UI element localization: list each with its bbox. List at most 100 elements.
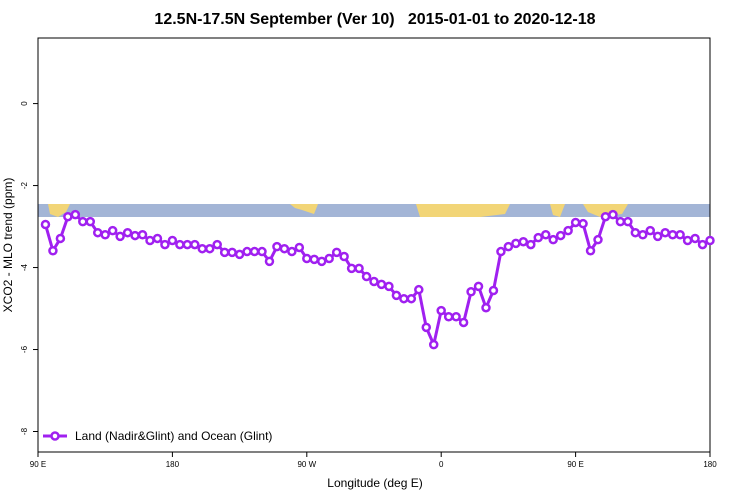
data-point [593,234,603,245]
x-tick-label: 90 E [30,460,46,469]
ocean-band [38,204,710,217]
land [550,204,565,217]
data-point [623,216,633,227]
data-point [406,293,417,304]
data-point [585,245,596,256]
y-tick-label: -6 [20,345,29,353]
data-point [570,217,581,228]
data-point [130,230,140,241]
chart-title: 12.5N-17.5N September (Ver 10) 2015-01-0… [154,11,595,28]
legend-marker [50,431,60,441]
data-point [294,242,305,253]
data-point [652,231,663,242]
data-point [667,230,678,240]
data-point [682,235,693,246]
x-tick-label: 90 W [297,460,316,469]
data-point [630,227,641,238]
data-point [645,225,656,236]
data-point [473,281,484,292]
data-point [443,311,454,322]
x-tick-label: 0 [439,460,444,469]
data-point [100,230,110,240]
data-point [40,219,51,230]
data-point [518,236,529,247]
data-point [533,232,544,243]
data-point [414,284,424,295]
data-point [85,216,96,227]
data-point [197,243,208,254]
data-point [122,227,133,238]
data-point [705,235,715,246]
y-tick-label: 0 [20,101,29,106]
data-point [578,218,588,229]
data-point [346,263,357,274]
data-point [227,247,237,258]
data-point [399,293,409,304]
data-point [458,317,469,328]
data-point [428,339,439,350]
data-point [204,243,215,254]
data-point [182,239,193,250]
y-axis-label: XCO2 - MLO trend (ppm) [1,178,15,313]
x-tick-label: 90 E [567,460,583,469]
data-point [503,241,514,252]
data-point [242,246,252,257]
data-point [466,286,476,297]
x-axis-label: Longitude (deg E) [327,476,422,490]
data-point [287,246,297,257]
data-point [234,249,245,260]
y-tick-label: -2 [20,181,29,189]
data-point [436,305,446,316]
data-point [272,241,282,252]
data-point [70,209,81,220]
data-point [324,253,334,264]
data-point [369,276,379,287]
land [416,204,510,217]
data-point [555,230,566,241]
data-point [264,256,275,267]
data-point [219,247,230,258]
data-point [48,245,58,256]
x-tick-label: 180 [703,460,717,469]
data-point [212,239,222,250]
legend-label: Land (Nadir&Glint) and Ocean (Glint) [75,429,272,443]
data-point [331,247,342,258]
data-point [361,271,372,282]
data-point [309,254,320,265]
data-point [481,302,491,313]
data-point [488,285,499,296]
data-point [257,246,267,257]
data-point [496,246,506,257]
data-point [354,263,364,274]
data-point [175,239,185,250]
data-point [690,233,700,244]
data-point [145,235,155,246]
y-tick-label: -8 [20,427,29,435]
data-point [152,233,163,244]
data-point [615,216,626,227]
data-point [451,311,461,322]
data-point [167,235,178,246]
data-point [563,225,573,236]
data-point [302,253,312,264]
land [48,204,70,217]
data-point [384,281,394,292]
data-point [115,231,125,242]
data-point [600,211,611,222]
data-point [548,234,558,245]
data-point [160,239,170,250]
data-point [608,209,618,220]
data-point [190,239,200,250]
data-point [391,290,402,301]
data-point [78,216,88,227]
data-point [638,230,648,240]
data-point [63,211,73,222]
data-point [339,251,349,262]
data-point [279,243,290,254]
data-point [92,227,103,238]
data-point [55,233,66,244]
y-tick-label: -4 [20,263,29,271]
data-point [697,239,708,250]
data-point [675,230,685,240]
x-tick-label: 180 [166,460,180,469]
